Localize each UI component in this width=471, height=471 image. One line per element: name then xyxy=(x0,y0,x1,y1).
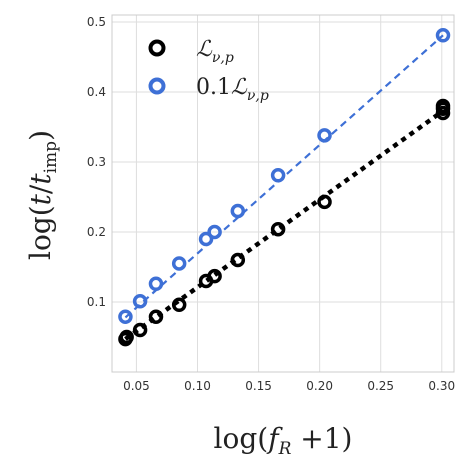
data-point-series-0 xyxy=(207,268,222,284)
x-axis-label: log(fR +1) xyxy=(214,422,353,459)
fit-lines xyxy=(124,34,445,341)
data-points xyxy=(118,28,451,347)
data-point-series-1 xyxy=(198,231,214,247)
x-tick-label: 0.10 xyxy=(184,379,211,393)
x-tick-label: 0.30 xyxy=(428,379,455,393)
x-tick-label: 0.05 xyxy=(123,379,150,393)
plot-frame xyxy=(111,14,455,373)
data-point-series-0 xyxy=(317,194,332,210)
x-tick-label: 0.20 xyxy=(306,379,333,393)
data-point-series-1 xyxy=(317,128,332,143)
legend-label-blue: 0.1ℒν,p xyxy=(196,75,269,104)
data-point-series-0 xyxy=(171,297,187,313)
gridlines xyxy=(112,15,454,372)
data-point-series-0 xyxy=(270,221,286,237)
x-tick-label: 0.25 xyxy=(367,379,394,393)
y-tick-label: 0.5 xyxy=(87,15,106,29)
y-tick-label: 0.2 xyxy=(87,225,106,239)
legend-marker-blue xyxy=(148,77,166,95)
data-point-series-0 xyxy=(435,98,451,114)
legend: ℒν,p 0.1ℒν,p xyxy=(148,37,269,104)
data-point-series-0 xyxy=(148,309,164,324)
x-tick-label: 0.15 xyxy=(245,379,272,393)
fit-line-series-1 xyxy=(124,34,444,319)
data-point-series-1 xyxy=(171,256,187,271)
legend-label-black: ℒν,p xyxy=(196,37,234,66)
data-point-series-0 xyxy=(132,322,148,338)
data-point-series-1 xyxy=(270,168,286,183)
data-point-series-1 xyxy=(118,309,133,324)
y-tick-label: 0.4 xyxy=(87,85,106,99)
data-point-series-0 xyxy=(230,252,246,268)
data-point-series-1 xyxy=(207,224,222,240)
data-point-series-1 xyxy=(435,28,451,43)
data-point-series-1 xyxy=(230,203,246,219)
data-point-series-1 xyxy=(132,294,148,309)
y-tick-label: 0.3 xyxy=(87,155,106,169)
y-axis-label: log(t/timp) xyxy=(24,130,61,260)
tick-labels: 0.05 0.10 0.15 0.20 0.25 0.30 0.1 0.2 0.3 0.4 0.5 xyxy=(87,15,455,393)
data-point-series-0 xyxy=(119,329,134,345)
data-point-series-1 xyxy=(148,276,164,292)
y-tick-label: 0.1 xyxy=(87,295,106,309)
legend-marker-black xyxy=(148,39,166,57)
